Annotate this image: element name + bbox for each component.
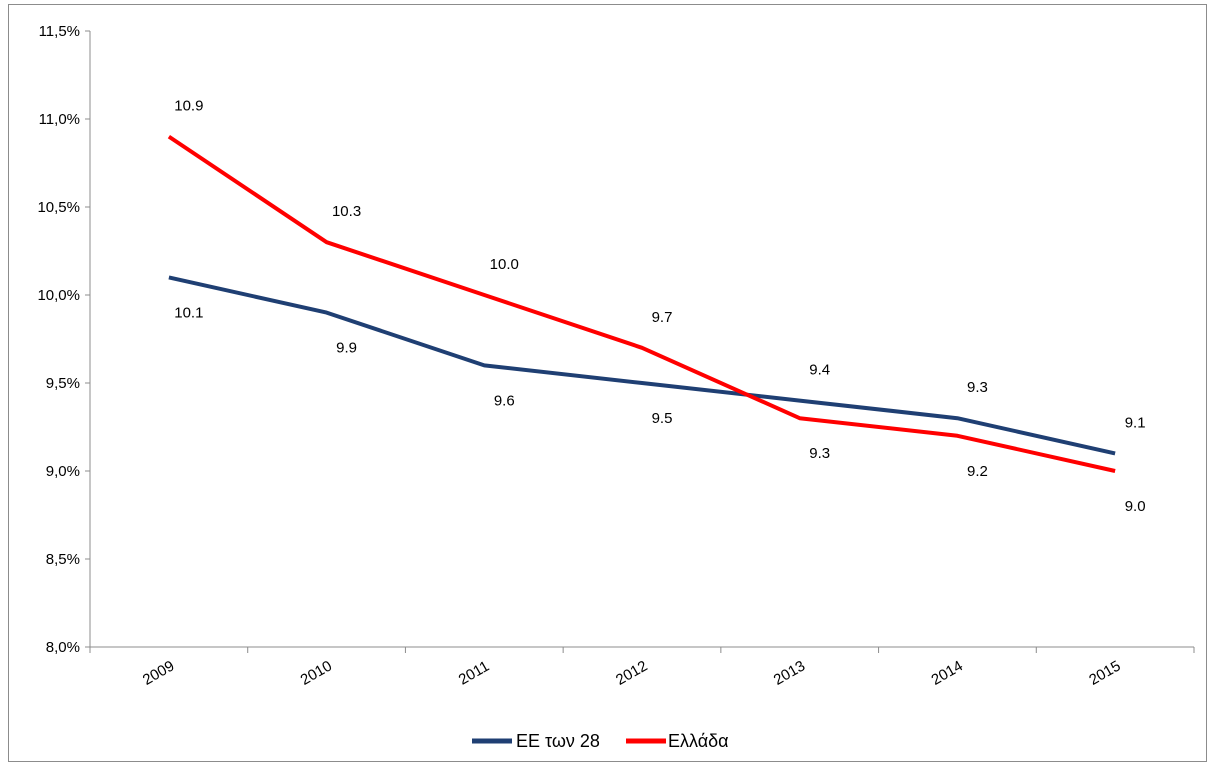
x-axis-ticks: 2009 2010 2011 2012 2013 2014 2015 bbox=[89, 647, 1195, 689]
data-label-greece: 9.2 bbox=[967, 463, 988, 480]
series-line-1 bbox=[167, 134, 1116, 473]
legend: ΕΕ των 28 Ελλάδα bbox=[472, 731, 729, 751]
data-label-greece: 9.7 bbox=[652, 309, 673, 326]
y-tick-label: 11,0% bbox=[39, 111, 80, 128]
data-label-eu28: 9.9 bbox=[336, 340, 357, 357]
data-label-greece: 10.3 bbox=[332, 203, 361, 220]
data-label-eu28: 9.3 bbox=[967, 379, 988, 396]
y-tick-label: 8,0% bbox=[46, 639, 80, 656]
axes bbox=[89, 31, 1194, 648]
y-tick-label: 10,0% bbox=[37, 287, 80, 304]
y-tick-label: 8,5% bbox=[46, 551, 80, 568]
x-tick-label: 2012 bbox=[613, 657, 650, 688]
x-tick-label: 2011 bbox=[456, 658, 492, 689]
data-labels: 10.1 10.9 9.9 10.3 9.6 10.0 9.5 9.7 9.4 9.3 9.3 9.2… bbox=[174, 98, 1145, 515]
data-label-eu28: 9.5 bbox=[652, 410, 673, 427]
x-tick-label: 2009 bbox=[140, 657, 177, 688]
legend-label-greece: Ελλάδα bbox=[668, 731, 729, 751]
line-chart: 8,0% 8,5% 9,0% 9,5% 10,0% 10,5% 11,0% 11,5% 200… bbox=[37, 23, 1195, 751]
y-axis-ticks: 8,0% 8,5% 9,0% 9,5% 10,0% 10,5% 11,0% 11,5% bbox=[37, 23, 90, 656]
y-tick-label: 9,0% bbox=[46, 463, 80, 480]
data-label-greece: 9.0 bbox=[1125, 498, 1146, 515]
series-line-0 bbox=[168, 275, 1116, 456]
y-tick-label: 9,5% bbox=[46, 375, 80, 392]
series-lines bbox=[167, 134, 1116, 473]
data-label-eu28: 9.1 bbox=[1125, 414, 1146, 431]
data-label-eu28: 9.4 bbox=[809, 362, 830, 379]
data-label-greece: 10.0 bbox=[490, 256, 519, 273]
data-label-greece: 9.3 bbox=[809, 445, 830, 462]
x-tick-label: 2014 bbox=[928, 657, 965, 688]
x-tick-label: 2013 bbox=[771, 657, 808, 688]
data-label-eu28: 10.1 bbox=[174, 304, 203, 321]
y-tick-label: 10,5% bbox=[37, 199, 80, 216]
data-label-greece: 10.9 bbox=[174, 98, 203, 115]
chart-frame: 8,0% 8,5% 9,0% 9,5% 10,0% 10,5% 11,0% 11,5% 200… bbox=[8, 4, 1207, 762]
legend-label-eu28: ΕΕ των 28 bbox=[516, 731, 600, 751]
data-label-eu28: 9.6 bbox=[494, 392, 515, 409]
x-tick-label: 2010 bbox=[298, 657, 335, 688]
y-tick-label: 11,5% bbox=[39, 23, 80, 40]
x-tick-label: 2015 bbox=[1086, 657, 1123, 688]
